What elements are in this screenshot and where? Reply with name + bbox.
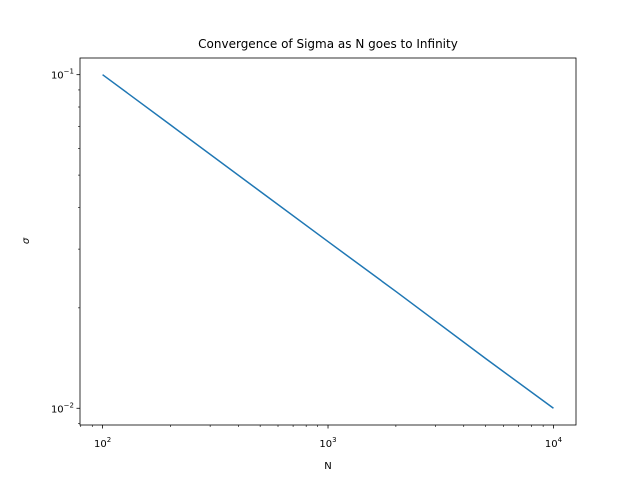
- series-line: [102, 74, 554, 409]
- y-tick-label: 10−1: [51, 68, 74, 82]
- x-tick-label-base: 10: [94, 439, 107, 450]
- y-tick-label-base: 10: [51, 404, 64, 415]
- y-axis: 10−210−1: [51, 68, 80, 424]
- x-tick-label-exponent: 4: [558, 436, 563, 444]
- x-tick-label: 104: [545, 436, 563, 450]
- x-axis: 102 103 104: [80, 425, 563, 450]
- x-tick-label-base: 10: [545, 439, 558, 450]
- x-tick-label: 103: [319, 436, 336, 450]
- y-tick-label: 10−2: [51, 401, 74, 415]
- x-tick-label: 102: [94, 436, 111, 450]
- x-tick-label-base: 10: [319, 439, 332, 450]
- x-tick-label-exponent: 2: [107, 436, 111, 444]
- x-tick-label-exponent: 3: [332, 436, 336, 444]
- chart-title: Convergence of Sigma as N goes to Infini…: [198, 37, 458, 51]
- y-axis-label: σ: [21, 237, 32, 244]
- plot-area: [102, 74, 554, 409]
- x-axis-label: N: [324, 461, 331, 472]
- y-tick-label-base: 10: [51, 71, 64, 82]
- y-tick-label-exponent: −1: [64, 68, 74, 76]
- y-tick-label-exponent: −2: [64, 401, 74, 409]
